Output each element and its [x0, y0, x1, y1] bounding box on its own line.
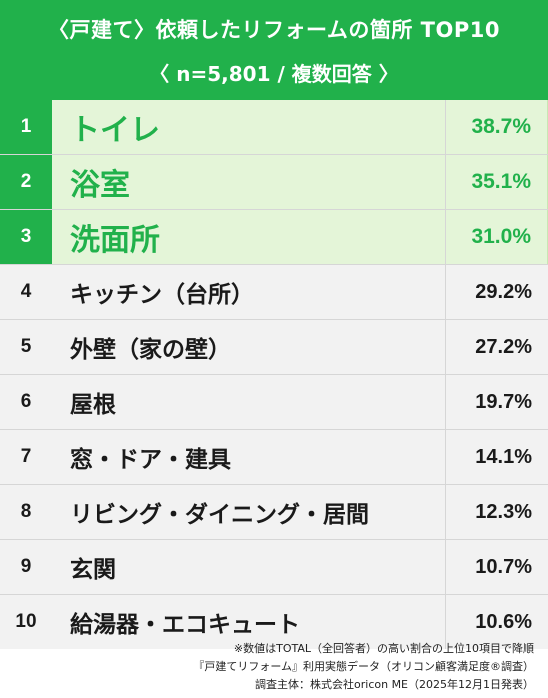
footer-note-3: 調査主体：株式会社oricon ME（2025年12月1日発表） — [255, 678, 534, 691]
row-divider — [0, 264, 548, 265]
table-row: 7 窓・ドア・建具 14.1% — [0, 430, 548, 484]
table-row: 3 洗面所 31.0% — [0, 210, 548, 264]
item-label: 給湯器・エコキュート — [52, 595, 446, 649]
percent-value: 27.2% — [446, 320, 548, 374]
rank-number: 7 — [0, 430, 52, 484]
row-divider — [0, 374, 548, 375]
table-row: 5 外壁（家の壁） 27.2% — [0, 320, 548, 374]
rank-number: 2 — [0, 155, 52, 209]
rank-number: 3 — [0, 210, 52, 264]
percent-value: 12.3% — [446, 485, 548, 539]
table-row: 8 リビング・ダイニング・居間 12.3% — [0, 485, 548, 539]
footer-note-2: 『戸建てリフォーム』利用実態データ（オリコン顧客満足度®調査） — [193, 660, 534, 673]
table-row: 9 玄関 10.7% — [0, 540, 548, 594]
percent-value: 29.2% — [446, 265, 548, 319]
item-label: 玄関 — [52, 540, 446, 594]
item-label: トイレ — [52, 100, 446, 154]
row-divider — [0, 484, 548, 485]
item-label: 洗面所 — [52, 210, 446, 264]
rank-number: 9 — [0, 540, 52, 594]
rank-number: 10 — [0, 595, 52, 649]
rank-number: 6 — [0, 375, 52, 429]
chart-subtitle: 〈 n=5,801 / 複数回答 〉 — [149, 62, 399, 86]
table-row: 6 屋根 19.7% — [0, 375, 548, 429]
percent-value: 31.0% — [446, 210, 548, 264]
item-label: リビング・ダイニング・居間 — [52, 485, 446, 539]
chart-header: 〈戸建て〉依頼したリフォームの箇所 TOP10 〈 n=5,801 / 複数回答… — [0, 0, 548, 100]
percent-value: 19.7% — [446, 375, 548, 429]
item-label: 窓・ドア・建具 — [52, 430, 446, 484]
row-divider — [0, 319, 548, 320]
row-divider — [0, 594, 548, 595]
item-label: 屋根 — [52, 375, 446, 429]
rank-number: 5 — [0, 320, 52, 374]
table-row: 1 トイレ 38.7% — [0, 100, 548, 154]
row-divider — [0, 539, 548, 540]
column-divider — [445, 100, 446, 649]
row-divider — [0, 429, 548, 430]
percent-value: 35.1% — [446, 155, 548, 209]
item-label: キッチン（台所） — [52, 265, 446, 319]
table-row: 10 給湯器・エコキュート 10.6% — [0, 595, 548, 649]
percent-value: 14.1% — [446, 430, 548, 484]
chart-title: 〈戸建て〉依頼したリフォームの箇所 TOP10 — [48, 18, 500, 42]
row-divider — [0, 154, 548, 155]
footer-note-1: ※数値はTOTAL（全回答者）の高い割合の上位10項目で降順 — [233, 642, 534, 655]
table-row: 4 キッチン（台所） 29.2% — [0, 265, 548, 319]
item-label: 外壁（家の壁） — [52, 320, 446, 374]
percent-value: 38.7% — [446, 100, 548, 154]
percent-value: 10.6% — [446, 595, 548, 649]
row-divider — [0, 209, 548, 210]
table-row: 2 浴室 35.1% — [0, 155, 548, 209]
item-label: 浴室 — [52, 155, 446, 209]
footer-notes: ※数値はTOTAL（全回答者）の高い割合の上位10項目で降順 『戸建てリフォーム… — [0, 640, 548, 698]
rank-number: 8 — [0, 485, 52, 539]
rank-number: 4 — [0, 265, 52, 319]
rank-number: 1 — [0, 100, 52, 154]
percent-value: 10.7% — [446, 540, 548, 594]
